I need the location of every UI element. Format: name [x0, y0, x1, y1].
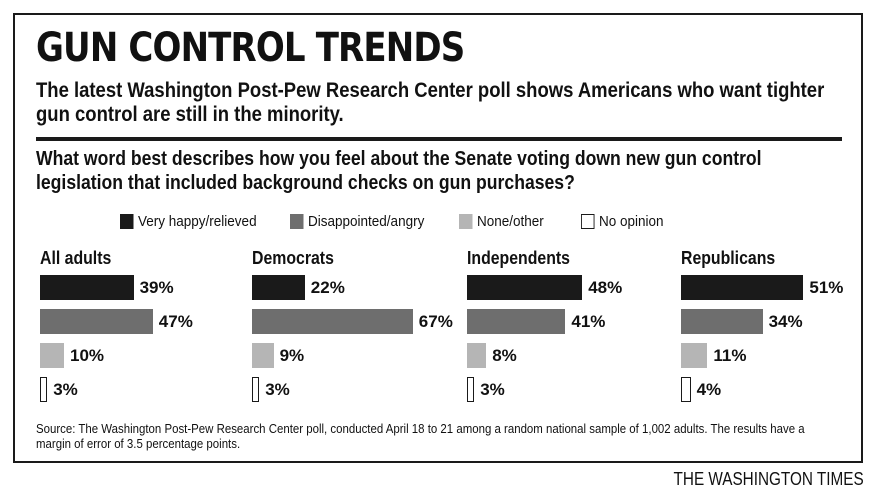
legend-label: Very happy/relieved: [138, 213, 257, 230]
legend-label: No opinion: [599, 213, 664, 230]
panel-independents: Independents 48% 41% 8% 3%: [467, 248, 667, 408]
bar-value-label: 8%: [492, 346, 517, 365]
bar-value-label: 11%: [713, 346, 747, 365]
bar-no-opinion: [252, 377, 260, 402]
chart-subtitle: The latest Washington Post-Pew Research …: [36, 79, 825, 126]
bar-no-opinion: [40, 377, 48, 402]
legend-item-none-other: None/other: [459, 213, 544, 230]
legend-swatch-none-other: [459, 214, 473, 229]
panel-republicans: Republicans 51% 34% 11% 4%: [681, 248, 878, 408]
bar-value-label: 67%: [418, 312, 453, 331]
legend-item-very-happy: Very happy/relieved: [120, 213, 257, 230]
legend-swatch-no-opinion: [581, 214, 595, 229]
legend-label: Disappointed/angry: [308, 213, 425, 230]
legend-swatch-very-happy: [120, 214, 134, 229]
divider-rule: [36, 137, 842, 141]
bar-value-label: 10%: [70, 346, 105, 365]
bar-disappointed: [252, 309, 413, 334]
chart-title: GUN CONTROL TRENDS: [36, 25, 465, 71]
bar-value-label: 48%: [588, 278, 623, 297]
panel-democrats: Democrats 22% 67% 9% 3%: [252, 248, 453, 408]
bar-value-label: 34%: [768, 312, 803, 331]
publisher-credit: THE WASHINGTON TIMES: [673, 469, 864, 489]
bar-none-other: [681, 343, 708, 368]
bar-none-other: [40, 343, 64, 368]
bar-very-happy: [252, 275, 305, 300]
panel-title: All adults: [40, 248, 112, 268]
bar-value-label: 51%: [809, 278, 844, 297]
panel-title: Independents: [467, 248, 570, 268]
bar-very-happy: [681, 275, 804, 300]
bar-none-other: [252, 343, 274, 368]
panel-all-adults: All adults 39% 47% 10% 3%: [40, 248, 240, 408]
bar-value-label: 41%: [571, 312, 606, 331]
bar-value-label: 4%: [696, 380, 722, 399]
legend-item-disappointed: Disappointed/angry: [290, 213, 424, 230]
legend-label: None/other: [477, 213, 544, 230]
bar-very-happy: [467, 275, 583, 300]
bar-value-label: 9%: [279, 346, 305, 365]
bar-very-happy: [40, 275, 134, 300]
panel-title: Republicans: [681, 248, 776, 268]
legend-item-no-opinion: No opinion: [581, 213, 664, 230]
bar-value-label: 3%: [265, 380, 290, 399]
bar-disappointed: [681, 309, 763, 334]
bar-disappointed: [467, 309, 566, 334]
bar-none-other: [467, 343, 487, 368]
bar-value-label: 3%: [480, 380, 505, 399]
source-note: Source: The Washington Post-Pew Research…: [36, 421, 805, 451]
legend-swatch-disappointed: [290, 214, 304, 229]
bar-value-label: 22%: [310, 278, 345, 297]
bar-value-label: 39%: [139, 278, 174, 297]
bar-disappointed: [40, 309, 153, 334]
poll-question: What word best describes how you feel ab…: [36, 148, 762, 194]
chart-frame: [13, 13, 863, 463]
bar-value-label: 47%: [158, 312, 193, 331]
bar-no-opinion: [467, 377, 475, 402]
bar-value-label: 3%: [53, 380, 78, 399]
panel-title: Democrats: [252, 248, 334, 268]
bar-no-opinion: [681, 377, 691, 402]
